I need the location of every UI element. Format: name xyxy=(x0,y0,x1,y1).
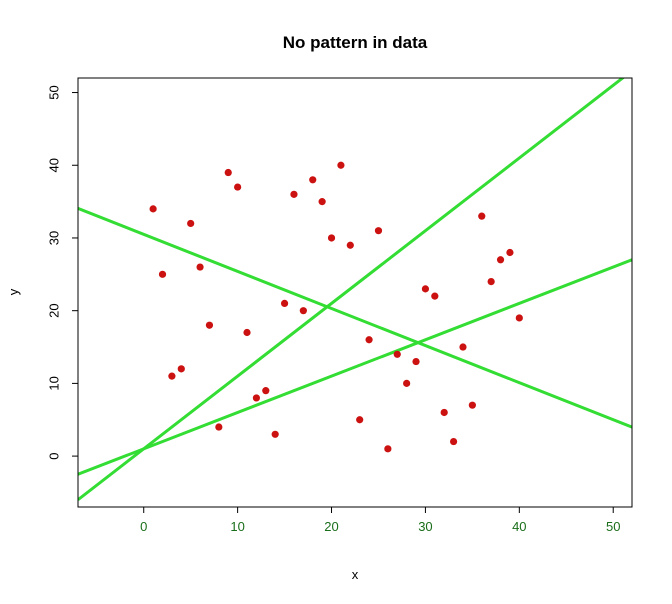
x-tick-label: 50 xyxy=(606,519,620,534)
data-point xyxy=(215,423,223,431)
x-tick-label: 40 xyxy=(512,519,526,534)
data-point xyxy=(224,168,232,177)
y-tick-label: 40 xyxy=(47,158,62,172)
y-tick-label: 30 xyxy=(47,231,62,245)
data-point xyxy=(431,292,439,300)
data-point xyxy=(280,299,289,308)
data-point xyxy=(327,234,336,242)
fit-line-1 xyxy=(78,78,626,501)
data-point xyxy=(318,198,326,206)
data-point xyxy=(205,321,214,329)
data-point xyxy=(252,394,261,402)
y-axis: 0 10 20 30 40 50 xyxy=(47,85,78,460)
data-point xyxy=(346,241,354,249)
data-point xyxy=(496,256,505,264)
data-point xyxy=(412,357,420,366)
data-point xyxy=(421,285,430,293)
x-axis-label: x xyxy=(352,567,359,582)
fit-line-3 xyxy=(78,258,632,476)
x-tick-label: 30 xyxy=(418,519,432,534)
data-point xyxy=(299,307,307,315)
data-point xyxy=(374,227,383,235)
plot-frame xyxy=(77,77,633,508)
y-tick-label: 20 xyxy=(47,303,62,317)
y-tick-label: 50 xyxy=(47,85,62,99)
data-point xyxy=(468,401,476,409)
data-point xyxy=(356,416,364,424)
data-point xyxy=(478,212,486,220)
x-axis: 0 10 20 30 40 50 xyxy=(140,507,620,534)
x-tick-label: 0 xyxy=(140,519,147,534)
data-point xyxy=(196,263,204,271)
data-point xyxy=(459,343,467,351)
data-point xyxy=(187,219,195,228)
y-tick-label: 0 xyxy=(47,452,62,459)
data-point xyxy=(309,176,317,184)
x-tick-label: 20 xyxy=(324,519,338,534)
fit-line-2 xyxy=(78,206,632,429)
y-tick-label: 10 xyxy=(47,376,62,390)
data-point xyxy=(365,336,373,344)
chart-title: No pattern in data xyxy=(283,33,428,52)
data-point xyxy=(440,408,448,417)
data-point xyxy=(393,350,401,358)
data-point xyxy=(168,372,176,380)
data-point xyxy=(506,248,514,257)
data-point xyxy=(149,205,157,213)
data-point xyxy=(487,277,495,286)
data-point xyxy=(449,437,458,446)
plot-area xyxy=(78,78,632,501)
data-point xyxy=(262,387,270,395)
y-axis-label: y xyxy=(6,288,21,295)
data-point xyxy=(515,314,523,322)
data-point xyxy=(234,183,242,191)
data-point xyxy=(337,161,345,169)
data-point xyxy=(290,190,298,198)
data-point xyxy=(158,270,167,278)
x-tick-label: 10 xyxy=(230,519,244,534)
data-point xyxy=(271,430,279,438)
data-point xyxy=(384,445,392,453)
data-point xyxy=(177,365,185,373)
data-point xyxy=(403,379,411,387)
data-point xyxy=(243,328,251,337)
